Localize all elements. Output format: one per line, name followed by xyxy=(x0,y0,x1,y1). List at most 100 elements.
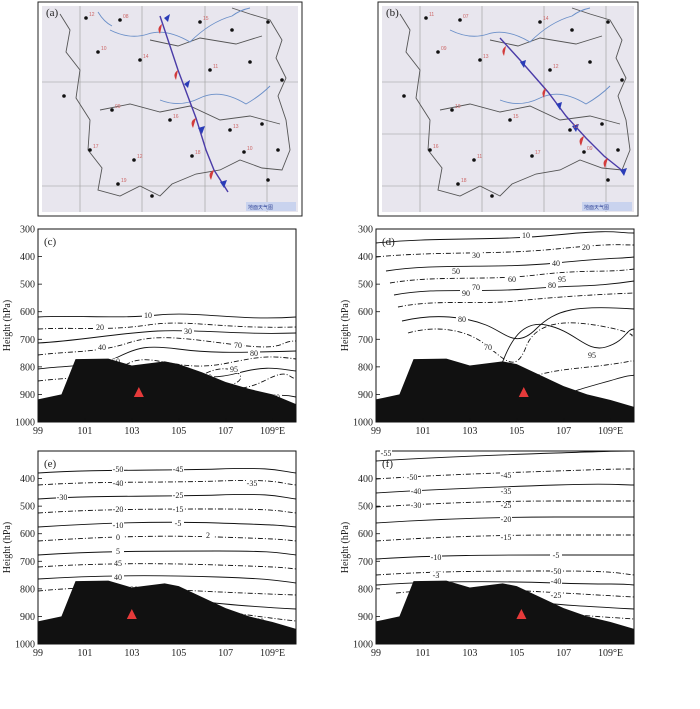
contour-line xyxy=(375,554,634,560)
svg-text:18: 18 xyxy=(461,178,467,184)
contour-label-bg xyxy=(430,554,442,561)
contour-label-bg xyxy=(172,466,184,473)
svg-text:12: 12 xyxy=(89,12,95,18)
y-tick-label: 300 xyxy=(358,225,373,236)
svg-text:17: 17 xyxy=(93,144,99,150)
svg-text:10: 10 xyxy=(455,104,461,110)
x-tick-label: 99 xyxy=(371,648,381,659)
x-tick-label: 105 xyxy=(509,426,524,437)
contour-label: -55 xyxy=(381,449,392,458)
contour-label-bg xyxy=(112,466,124,473)
contour-line xyxy=(375,450,635,462)
contour-line xyxy=(37,322,297,330)
contour-label-bg xyxy=(556,276,568,283)
y-tick-label: 900 xyxy=(20,390,35,401)
y-axis-label: Height (hPa) xyxy=(340,522,351,573)
contour-label: 20 xyxy=(582,243,590,252)
contour-label-bg xyxy=(246,480,258,487)
svg-text:16: 16 xyxy=(173,114,179,120)
contour-line xyxy=(375,516,634,524)
contour-label: 70 xyxy=(484,343,492,352)
contour-label-bg xyxy=(520,232,532,239)
svg-text:18: 18 xyxy=(195,150,201,156)
y-tick-label: 500 xyxy=(358,502,373,513)
contour-line xyxy=(385,256,635,272)
contour-line xyxy=(375,231,635,244)
panel-b-label: (b) xyxy=(386,7,399,19)
contour-label: 10 xyxy=(522,231,530,240)
terrain-profile xyxy=(38,580,296,644)
contour-label: -25 xyxy=(173,491,184,500)
contour-label: -25 xyxy=(551,591,562,600)
contour-label: 40 xyxy=(552,259,560,268)
svg-text:12: 12 xyxy=(137,154,143,160)
y-tick-label: 800 xyxy=(358,584,373,595)
x-tick-label: 105 xyxy=(509,648,524,659)
contour-label: -40 xyxy=(551,577,562,586)
contour-label: 90 xyxy=(462,289,470,298)
panel-b-footer: 地面天气图 xyxy=(584,204,609,211)
svg-text:07: 07 xyxy=(463,14,469,20)
contour-label: 80 xyxy=(458,315,466,324)
contour-label-bg xyxy=(172,506,184,513)
x-tick-label: 101 xyxy=(77,648,92,659)
contour-label: 0 xyxy=(116,533,120,542)
contour-label: 10 xyxy=(144,311,152,320)
contour-label-bg xyxy=(500,502,512,509)
svg-text:09: 09 xyxy=(441,46,447,52)
contour-label: 95 xyxy=(230,365,238,374)
contour-label: -30 xyxy=(411,501,422,510)
contour-line xyxy=(375,534,634,542)
y-tick-label: 900 xyxy=(358,390,373,401)
y-tick-label: 700 xyxy=(20,335,35,346)
contour-label-bg xyxy=(232,342,244,349)
contour-label: -15 xyxy=(501,533,512,542)
contour-label-bg xyxy=(550,568,562,575)
contour-label: -5 xyxy=(553,551,560,560)
contour-label-bg xyxy=(112,574,124,581)
contour-label: -35 xyxy=(501,487,512,496)
contour-label-bg xyxy=(172,520,184,527)
y-tick-label: 800 xyxy=(20,362,35,373)
contour-label: 95 xyxy=(558,275,566,284)
y-tick-label: 500 xyxy=(20,502,35,513)
contour-line xyxy=(515,360,635,384)
contour-line xyxy=(37,337,297,356)
contour-label: 70 xyxy=(234,341,242,350)
contour-line xyxy=(397,292,635,308)
svg-text:17: 17 xyxy=(535,150,541,156)
contour-label-bg xyxy=(482,344,494,351)
svg-text:14: 14 xyxy=(543,16,549,22)
svg-text:15: 15 xyxy=(203,16,209,22)
contour-label-bg xyxy=(460,290,472,297)
contour-label-bg xyxy=(500,488,512,495)
contour-label: -30 xyxy=(57,493,68,502)
x-tick-label: 99 xyxy=(33,648,43,659)
contour-label-bg xyxy=(142,312,154,319)
y-axis-label: Height (hPa) xyxy=(2,522,13,573)
contour-label: 20 xyxy=(96,323,104,332)
contour-label-bg xyxy=(406,474,418,481)
svg-text:16: 16 xyxy=(433,144,439,150)
contour-label-bg xyxy=(506,276,518,283)
svg-text:13: 13 xyxy=(233,124,239,130)
contour-line xyxy=(37,550,297,556)
svg-text:15: 15 xyxy=(513,114,519,120)
svg-text:10: 10 xyxy=(247,146,253,152)
y-tick-label: 900 xyxy=(20,612,35,623)
x-tick-label: 101 xyxy=(415,426,430,437)
y-tick-label: 1000 xyxy=(15,418,35,429)
contour-label: 70 xyxy=(472,283,480,292)
station-marker-icon xyxy=(126,609,137,619)
svg-text:14: 14 xyxy=(143,54,149,60)
contour-line xyxy=(37,480,297,486)
contour-line xyxy=(495,323,635,380)
contour-line xyxy=(375,244,635,258)
contour-label: 30 xyxy=(184,327,192,336)
contour-label: 40 xyxy=(98,343,106,352)
cross-section-c: 1020304050607080909550908070609910110310… xyxy=(2,225,297,437)
contour-label-bg xyxy=(550,578,562,585)
contour-label: -35 xyxy=(247,479,258,488)
contour-label: -50 xyxy=(551,567,562,576)
